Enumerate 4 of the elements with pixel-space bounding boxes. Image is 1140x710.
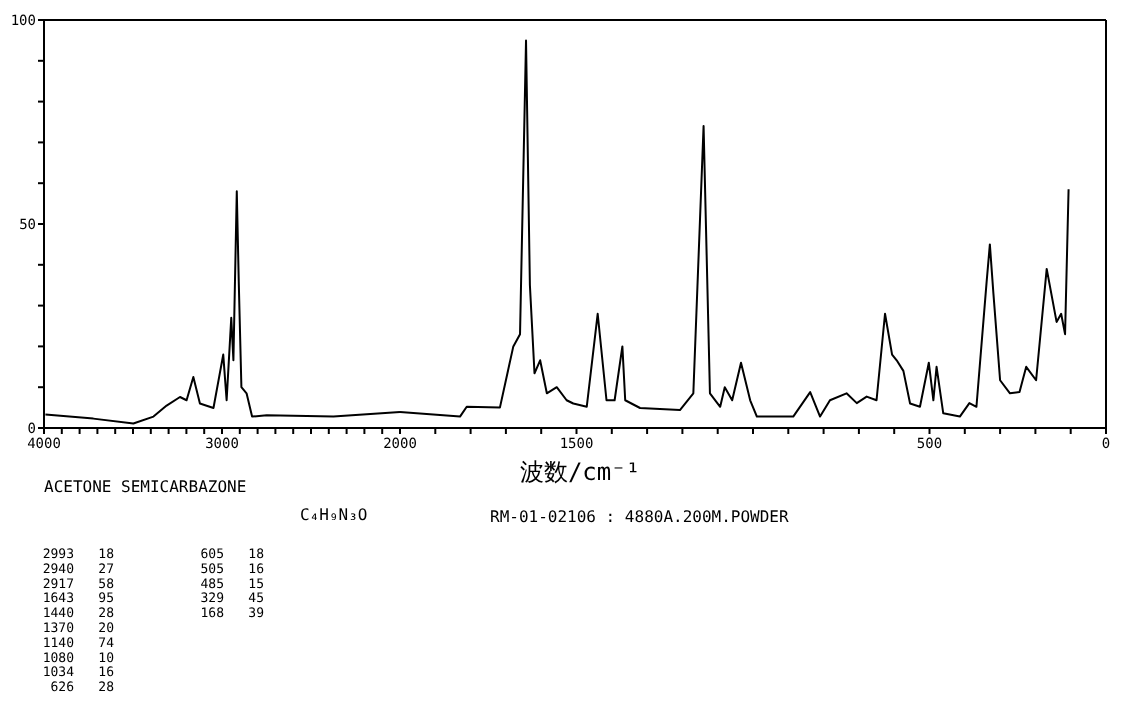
title: ACETONE SEMICARBAZONE [44, 478, 247, 496]
subtitle: C₄H₉N₃O [300, 506, 368, 524]
xlabel: 波数/cm⁻¹ [519, 458, 641, 486]
annotation: RM-01-02106 : 4880A.200M.POWDER [490, 508, 789, 526]
